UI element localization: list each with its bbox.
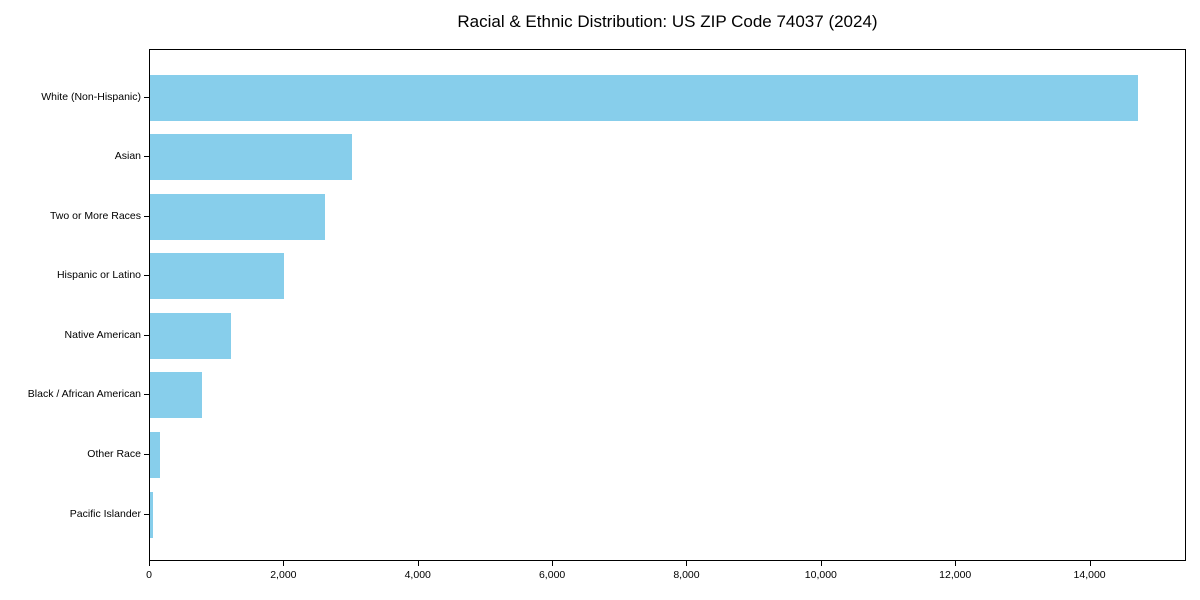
x-tick-mark [552,561,554,566]
bar-asian [150,134,352,181]
y-tick-mark [144,334,149,336]
x-tick-label: 0 [146,569,152,581]
y-tick-mark [144,215,149,217]
x-tick-label: 2,000 [270,569,297,581]
x-tick-mark [955,561,957,566]
x-tick-label: 4,000 [404,569,431,581]
y-tick-label-native-american: Native American [64,328,141,341]
y-tick-mark [144,275,149,277]
x-tick-label: 12,000 [939,569,972,581]
x-tick-mark [1089,561,1091,566]
bar-black-african-american [150,372,203,419]
y-tick-mark [144,394,149,396]
y-tick-label-other-race: Other Race [87,447,141,460]
x-tick-label: 8,000 [673,569,700,581]
y-tick-label-black-african-american: Black / African American [27,388,141,401]
y-tick-mark [144,513,149,515]
bar-white-non-hispanic [150,74,1138,121]
y-tick-label-hispanic-or-latino: Hispanic or Latino [56,269,141,282]
x-tick-mark [820,561,822,566]
bar-pacific-islander [150,491,153,538]
y-tick-mark [144,156,149,158]
x-tick-mark [417,561,419,566]
x-tick-label: 10,000 [804,569,837,581]
plot-area [149,49,1186,561]
bar-other-race [150,431,161,478]
x-tick-label: 14,000 [1073,569,1106,581]
bar-hispanic-or-latino [150,253,285,300]
x-tick-mark [149,561,150,566]
bar-native-american [150,312,231,359]
bar-two-or-more-races [150,193,325,240]
x-tick-label: 6,000 [538,569,566,581]
x-tick-mark [283,561,285,566]
y-tick-mark [144,96,149,98]
y-tick-label-pacific-islander: Pacific Islander [69,507,141,520]
x-tick-mark [686,561,688,566]
y-tick-label-two-or-more-races: Two or More Races [49,209,141,222]
y-tick-label-white-non-hispanic: White (Non-Hispanic) [41,90,141,103]
chart-title: Racial & Ethnic Distribution: US ZIP Cod… [457,12,878,31]
y-tick-label-asian: Asian [114,150,141,163]
y-tick-mark [144,453,149,455]
